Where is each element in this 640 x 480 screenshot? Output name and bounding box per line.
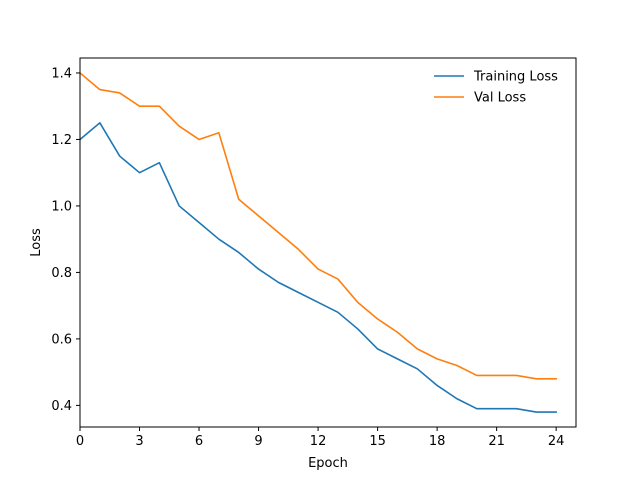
- legend-label: Val Loss: [474, 91, 526, 106]
- y-tick-label: 0.8: [51, 266, 72, 281]
- legend: Training Loss Val Loss: [434, 70, 558, 106]
- x-tick-label: 21: [488, 434, 505, 449]
- x-tick-label: 9: [254, 434, 262, 449]
- series-line-val-loss: [78, 71, 557, 380]
- y-axis-label: Loss: [29, 228, 44, 257]
- y-tick-label: 1.4: [51, 66, 72, 81]
- x-tick-label: 12: [310, 434, 327, 449]
- x-tick-label: 6: [195, 434, 203, 449]
- y-tick-label: 1.2: [51, 133, 72, 148]
- legend-entry: Training Loss: [434, 70, 558, 85]
- axes-frame: [79, 57, 577, 428]
- x-tick-label: 3: [135, 434, 143, 449]
- series-line-training-loss: [78, 122, 557, 413]
- x-tick-label: 0: [76, 434, 84, 449]
- x-axis-ticks: 0 3 6 9 12 15 18 21 24: [76, 427, 565, 449]
- series-lines: [78, 71, 557, 413]
- x-axis-label: Epoch: [308, 456, 348, 471]
- y-tick-label: 0.4: [51, 399, 72, 414]
- y-axis-ticks: 0.4 0.6 0.8 1.0 1.2 1.4: [51, 66, 80, 414]
- x-tick-label: 15: [369, 434, 386, 449]
- x-tick-label: 24: [548, 434, 565, 449]
- legend-label: Training Loss: [473, 70, 558, 85]
- legend-entry: Val Loss: [434, 91, 526, 106]
- y-tick-label: 0.6: [51, 332, 72, 347]
- y-tick-label: 1.0: [51, 199, 72, 214]
- x-tick-label: 18: [429, 434, 446, 449]
